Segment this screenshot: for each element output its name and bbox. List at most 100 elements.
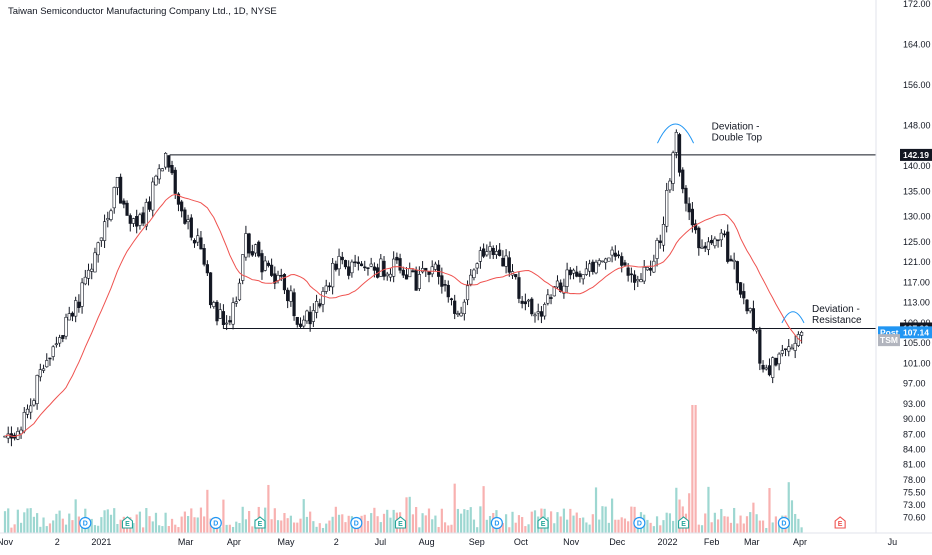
volume-bar <box>742 523 745 533</box>
price-tick-label: 135.00 <box>903 186 931 196</box>
volume-bar <box>325 523 328 533</box>
candle-body <box>677 134 682 173</box>
candle-body <box>417 274 421 289</box>
volume-bar <box>119 519 122 533</box>
volume-bar <box>3 511 7 533</box>
candle-body <box>212 302 216 307</box>
candle-body <box>318 303 322 307</box>
dividend-marker <box>79 516 92 530</box>
candle-body <box>231 302 235 325</box>
volume-bar <box>749 512 752 533</box>
volume-bar <box>382 513 386 533</box>
candle-body <box>128 215 132 224</box>
volume-bar <box>736 523 739 533</box>
volume-bar <box>283 513 286 533</box>
volume-bar <box>13 524 16 533</box>
candle-body <box>106 218 110 221</box>
volume-bar <box>77 516 80 533</box>
candle-body <box>302 319 306 327</box>
price-tick-label: 156.00 <box>903 80 931 90</box>
earnings-marker <box>678 516 690 529</box>
candle-body <box>29 405 33 413</box>
candle-body <box>205 264 209 274</box>
candle-body <box>41 368 46 371</box>
volume-bar <box>768 488 771 533</box>
candle-body <box>295 316 299 325</box>
price-axis[interactable]: 172.00 164.00 156.00 148.00 140.00 135.00 130.… <box>875 0 931 533</box>
volume-bar <box>39 526 42 533</box>
horizontal-levels <box>169 154 876 329</box>
candlesticks <box>3 129 804 447</box>
candle-body <box>157 168 161 180</box>
volume-bar <box>328 520 331 533</box>
candle-body <box>208 272 213 306</box>
candle-body <box>539 311 544 317</box>
volume-bar <box>614 519 617 533</box>
volume-bar <box>55 513 58 533</box>
candle-body <box>494 251 499 255</box>
candle-body <box>446 284 450 298</box>
candle-body <box>250 251 254 256</box>
candle-body <box>485 251 489 256</box>
candle-body <box>115 176 120 188</box>
volume-bar <box>527 524 530 533</box>
candle-body <box>25 408 30 415</box>
time-tick-label: Apr <box>793 537 807 547</box>
candle-body <box>135 216 139 227</box>
volume-bar <box>16 509 19 533</box>
candle-body <box>32 400 36 406</box>
candle-body <box>588 263 592 272</box>
candle-body <box>771 357 775 378</box>
volume-bar <box>463 509 466 533</box>
volume-bar <box>321 527 325 533</box>
volume-bar <box>771 522 774 533</box>
volume-bar <box>61 518 64 533</box>
candle-body <box>697 227 701 249</box>
volume-bar <box>601 506 604 533</box>
candle-body <box>607 257 611 262</box>
candle-body <box>674 132 678 153</box>
volume-bar <box>720 508 723 533</box>
candle-body <box>54 343 58 346</box>
candle-body <box>151 181 155 211</box>
candle-body <box>3 435 7 438</box>
candle-body <box>623 262 627 266</box>
time-axis[interactable]: Nov 2 2021 Mar Apr May 2 Jul Aug Sep Oct Nov Dec 2022… <box>0 532 932 547</box>
candle-body <box>395 256 399 261</box>
candle-body <box>507 257 511 273</box>
candle-body <box>241 254 245 281</box>
volume-bar <box>100 517 103 533</box>
candle-body <box>687 203 691 213</box>
volume-bar <box>334 506 337 533</box>
earnings-marker-letter: E <box>398 521 403 528</box>
earnings-marker <box>834 516 846 529</box>
volume-bar <box>562 508 566 533</box>
candle-body <box>180 201 184 212</box>
dividend-marker-letter: D <box>781 521 786 528</box>
volume-bar <box>312 521 315 533</box>
volume-bar <box>32 516 36 533</box>
candle-body <box>732 259 736 263</box>
volume-bar <box>161 526 164 533</box>
time-tick-label: Mar <box>178 537 194 547</box>
candle-body <box>465 285 470 301</box>
candle-body <box>755 329 759 332</box>
candle-body <box>327 285 332 288</box>
volume-bar <box>485 519 488 533</box>
volume-bar <box>52 520 55 533</box>
volume-bar <box>636 526 639 533</box>
volume-bar <box>733 507 736 533</box>
volume-bar <box>610 498 614 533</box>
volume-bar <box>405 497 408 533</box>
dividend-marker-letter: D <box>637 521 642 528</box>
candle-body <box>38 369 42 378</box>
candle-body <box>359 263 364 267</box>
candle-body <box>308 311 312 325</box>
time-tick-label: Ju <box>888 537 898 547</box>
volume-bar <box>174 524 177 533</box>
level-tag-value: 142.19 <box>903 150 929 160</box>
volume-bar <box>215 527 219 533</box>
candle-body <box>738 282 743 295</box>
volume-bar <box>36 513 39 533</box>
